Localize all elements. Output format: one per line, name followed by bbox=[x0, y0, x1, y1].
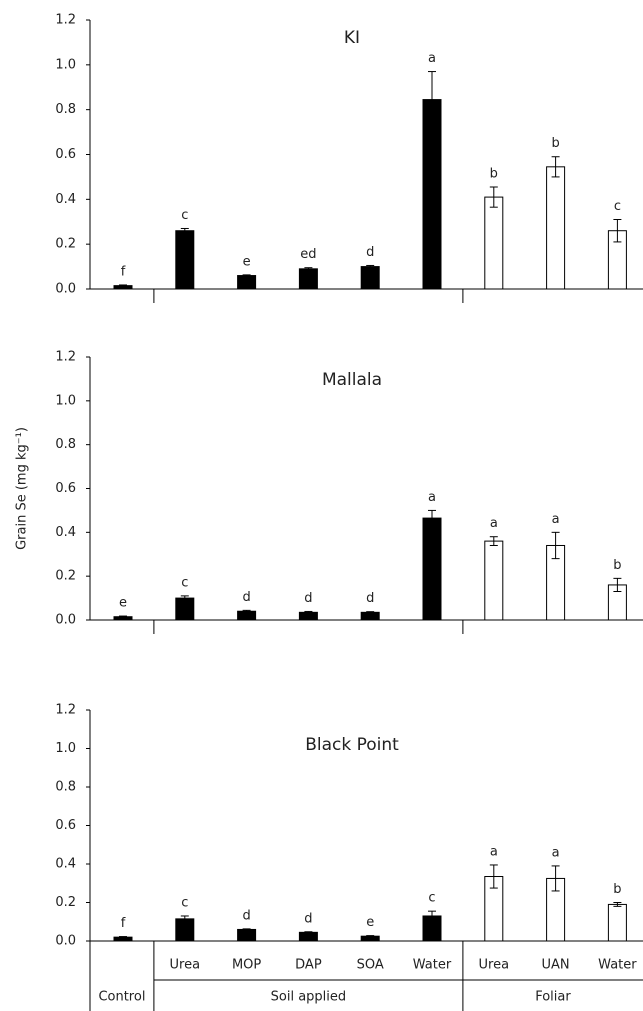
panel-title: Black Point bbox=[305, 735, 399, 755]
y-tick-label: 0.2 bbox=[55, 237, 76, 252]
x-tick-label: DAP bbox=[295, 958, 322, 973]
significance-letter: b bbox=[613, 558, 621, 573]
significance-letter: b bbox=[490, 167, 498, 182]
significance-letter: d bbox=[242, 908, 250, 923]
significance-letter: d bbox=[366, 245, 374, 260]
y-tick-label: 1.2 bbox=[55, 703, 76, 718]
y-tick-label: 0.6 bbox=[55, 481, 76, 496]
significance-letter: c bbox=[428, 891, 435, 906]
significance-letter: d bbox=[366, 591, 374, 606]
significance-letter: f bbox=[121, 916, 126, 931]
significance-letter: e bbox=[243, 254, 251, 269]
y-tick-label: 0.8 bbox=[55, 102, 76, 117]
x-tick-label: SOA bbox=[357, 958, 384, 973]
significance-letter: d bbox=[242, 590, 250, 605]
significance-letter: e bbox=[366, 915, 374, 930]
bar bbox=[237, 928, 257, 942]
significance-letter: ed bbox=[300, 247, 316, 262]
significance-letter: c bbox=[181, 208, 188, 223]
significance-letter: a bbox=[490, 516, 498, 531]
y-tick-label: 1.0 bbox=[55, 57, 76, 72]
x-tick-label: Urea bbox=[479, 958, 510, 973]
y-tick-label: 1.0 bbox=[55, 741, 76, 756]
x-tick-label: Water bbox=[413, 958, 452, 973]
y-tick-label: 1.2 bbox=[55, 13, 76, 28]
significance-letter: a bbox=[428, 51, 436, 66]
significance-letter: c bbox=[181, 895, 188, 910]
bar bbox=[298, 268, 318, 290]
bar bbox=[237, 275, 257, 290]
significance-letter: d bbox=[304, 911, 312, 926]
y-tick-label: 1.0 bbox=[55, 393, 76, 408]
bar bbox=[607, 903, 627, 942]
panel-title: KI bbox=[344, 28, 360, 48]
bar bbox=[484, 196, 504, 290]
bar bbox=[175, 230, 195, 290]
y-tick-label: 0.6 bbox=[55, 147, 76, 162]
group-label: Soil applied bbox=[271, 990, 347, 1005]
significance-letter: a bbox=[490, 844, 498, 859]
significance-letter: c bbox=[181, 575, 188, 590]
y-tick-label: 0.8 bbox=[55, 437, 76, 452]
x-tick-label: UAN bbox=[542, 958, 570, 973]
significance-letter: b bbox=[613, 882, 621, 897]
significance-letter: b bbox=[551, 136, 559, 151]
x-tick-label: Urea bbox=[170, 958, 201, 973]
significance-letter: a bbox=[552, 512, 560, 527]
bar bbox=[360, 266, 380, 290]
y-tick-label: 0.0 bbox=[55, 934, 76, 949]
y-axis-label: Grain Se (mg kg⁻¹) bbox=[15, 427, 30, 550]
group-label: Foliar bbox=[535, 990, 571, 1005]
y-tick-label: 0.4 bbox=[55, 857, 76, 872]
group-label: Control bbox=[98, 990, 145, 1005]
panel-title: Mallala bbox=[322, 370, 382, 390]
significance-letter: e bbox=[119, 596, 127, 611]
x-tick-label: MOP bbox=[232, 958, 261, 973]
y-tick-label: 0.4 bbox=[55, 192, 76, 207]
significance-letter: d bbox=[304, 591, 312, 606]
significance-letter: c bbox=[614, 199, 621, 214]
y-tick-label: 1.2 bbox=[55, 350, 76, 365]
bar bbox=[546, 166, 566, 290]
bar bbox=[175, 597, 195, 621]
y-tick-label: 0.4 bbox=[55, 525, 76, 540]
y-tick-label: 0.0 bbox=[55, 282, 76, 297]
significance-letter: f bbox=[121, 264, 126, 279]
bar bbox=[484, 540, 504, 621]
bar bbox=[422, 517, 442, 621]
y-tick-label: 0.8 bbox=[55, 780, 76, 795]
y-tick-label: 0.6 bbox=[55, 818, 76, 833]
x-tick-label: Water bbox=[598, 958, 637, 973]
y-tick-label: 0.0 bbox=[55, 613, 76, 628]
significance-letter: a bbox=[428, 490, 436, 505]
y-tick-label: 0.2 bbox=[55, 895, 76, 910]
bar bbox=[298, 931, 318, 942]
significance-letter: a bbox=[552, 845, 560, 860]
y-tick-label: 0.2 bbox=[55, 569, 76, 584]
